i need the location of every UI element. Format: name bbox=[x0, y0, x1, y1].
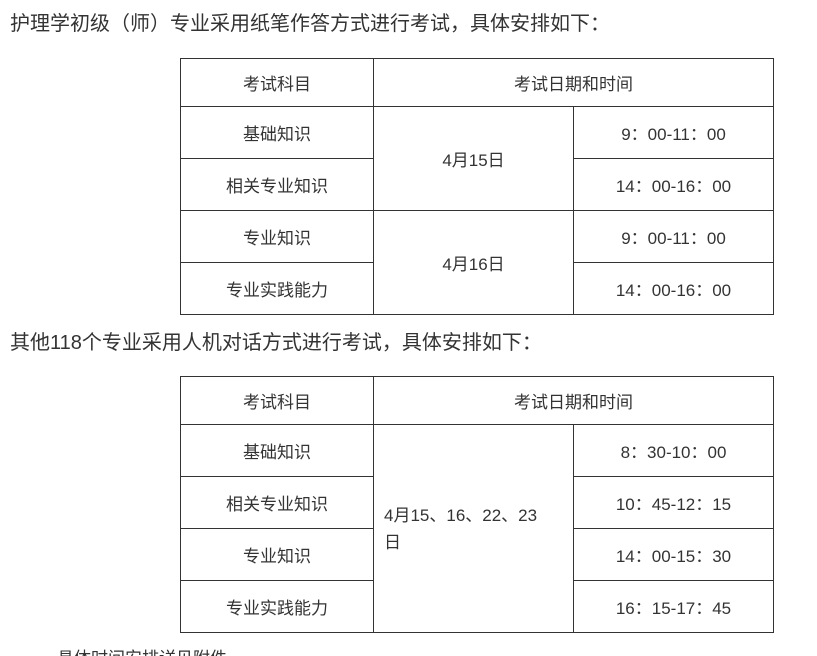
intro-paper-exam-text: 护理学初级（师）专业采用纸笔作答方式进行考试，具体安排如下： bbox=[10, 13, 610, 35]
table-row: 专业知识 14：00-15：30 bbox=[180, 528, 774, 581]
time-cell: 16：15-17：45 bbox=[573, 580, 774, 633]
subject-cell: 基础知识 bbox=[180, 106, 374, 159]
date-line-1: 4月15、16、22、23 bbox=[384, 505, 538, 525]
date-cell: 4月15、16、22、23 日 bbox=[373, 424, 574, 633]
time-cell: 14：00-16：00 bbox=[573, 262, 774, 315]
subject-cell: 基础知识 bbox=[180, 424, 374, 477]
time-cell: 14：00-16：00 bbox=[573, 158, 774, 211]
intro-computer-exam-text: 其他118个专业采用人机对话方式进行考试，具体安排如下： bbox=[10, 332, 542, 354]
table-row: 相关专业知识 14：00-16：00 bbox=[180, 158, 774, 211]
subject-cell: 专业实践能力 bbox=[180, 262, 374, 315]
table-row: 相关专业知识 10：45-12：15 bbox=[180, 476, 774, 529]
time-cell: 9：00-11：00 bbox=[573, 106, 774, 159]
subject-cell: 相关专业知识 bbox=[180, 476, 374, 529]
table-row: 专业知识 4月16日 9：00-11：00 bbox=[180, 210, 774, 315]
time-cell: 9：00-11：00 bbox=[573, 210, 774, 263]
subject-cell: 专业知识 bbox=[180, 528, 374, 581]
paper-exam-schedule-table: 考试科目 考试日期和时间 基础知识 4月15日 9：00-11：00 相关专业知… bbox=[180, 58, 774, 315]
clipped-bottom-text: 具体时间安排详见附件 bbox=[57, 649, 227, 656]
table-header-row: 考试科目 考试日期和时间 bbox=[180, 58, 774, 107]
table-row: 基础知识 4月15、16、22、23 日 8：30-10：00 bbox=[180, 424, 774, 633]
time-cell: 10：45-12：15 bbox=[573, 476, 774, 529]
date-cell: 4月15日 bbox=[373, 106, 574, 211]
subject-cell: 相关专业知识 bbox=[180, 158, 374, 211]
time-cell: 14：00-15：30 bbox=[573, 528, 774, 581]
subject-cell: 专业实践能力 bbox=[180, 580, 374, 633]
table-row: 专业实践能力 16：15-17：45 bbox=[180, 580, 774, 633]
header-exam-subject: 考试科目 bbox=[180, 58, 374, 107]
subject-cell: 专业知识 bbox=[180, 210, 374, 263]
table-row: 基础知识 4月15日 9：00-11：00 bbox=[180, 106, 774, 211]
header-exam-subject: 考试科目 bbox=[180, 376, 374, 425]
table-header-row: 考试科目 考试日期和时间 bbox=[180, 376, 774, 425]
date-cell: 4月16日 bbox=[373, 210, 574, 315]
computer-exam-schedule-table: 考试科目 考试日期和时间 基础知识 4月15、16、22、23 日 8：30-1… bbox=[180, 376, 774, 633]
time-cell: 8：30-10：00 bbox=[573, 424, 774, 477]
table-row: 专业实践能力 14：00-16：00 bbox=[180, 262, 774, 315]
header-exam-datetime: 考试日期和时间 bbox=[373, 58, 774, 107]
date-line-2: 日 bbox=[384, 532, 401, 552]
header-exam-datetime: 考试日期和时间 bbox=[373, 376, 774, 425]
